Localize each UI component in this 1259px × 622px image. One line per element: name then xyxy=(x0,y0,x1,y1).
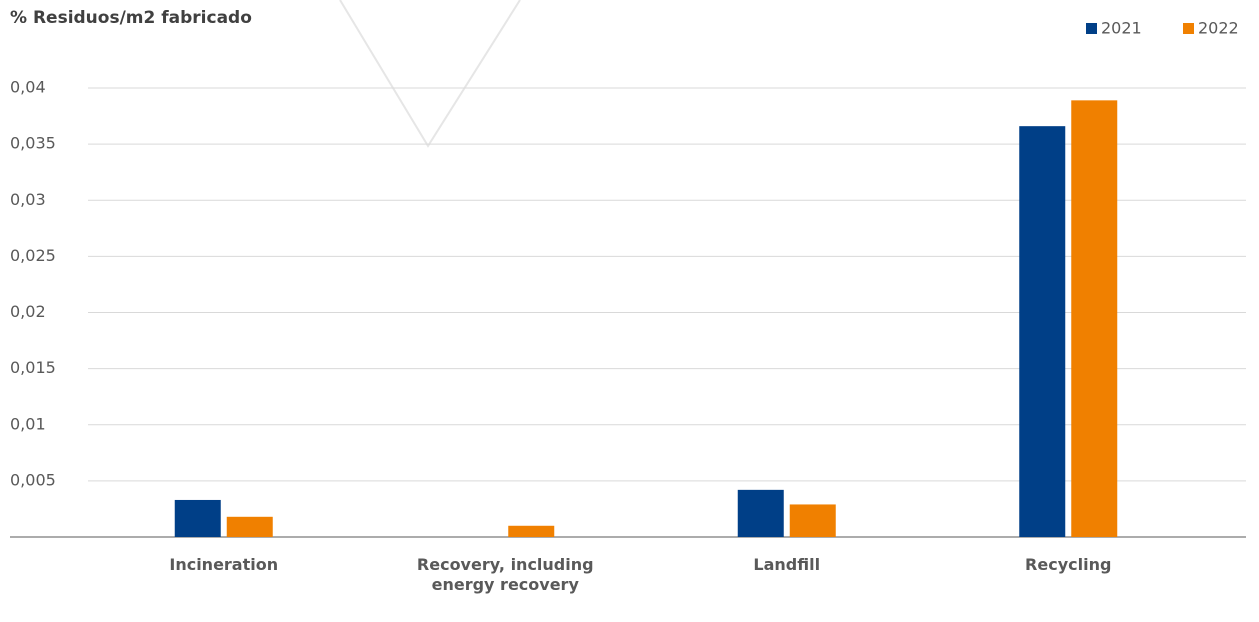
y-tick-label: 0,04 xyxy=(10,78,46,97)
bar xyxy=(1071,100,1118,537)
y-tick-label: 0,03 xyxy=(10,190,46,209)
legend-label: 2021 xyxy=(1101,19,1142,38)
chart-title: % Residuos/m2 fabricado xyxy=(10,8,252,28)
x-tick-label-box: Incineration xyxy=(169,555,279,574)
legend-swatch xyxy=(1183,23,1194,34)
bar xyxy=(789,504,836,537)
x-tick-label: Incineration xyxy=(169,555,279,574)
legend-label: 2022 xyxy=(1198,19,1239,38)
bar xyxy=(737,489,784,537)
y-tick-label: 0,015 xyxy=(10,358,56,377)
bar xyxy=(508,525,555,537)
bar xyxy=(174,499,221,537)
y-tick-label: 0,005 xyxy=(10,470,56,489)
x-tick-label-box: Landfill xyxy=(753,555,821,574)
decoration xyxy=(339,0,521,148)
bar xyxy=(226,516,273,537)
x-tick-label-box: Recycling xyxy=(1025,555,1112,574)
y-tick-label: 0,01 xyxy=(10,414,46,433)
y-tick-label: 0,025 xyxy=(10,246,56,265)
x-tick-label: Recycling xyxy=(1025,555,1112,574)
y-tick-label: 0,035 xyxy=(10,134,56,153)
legend-swatch xyxy=(1086,23,1097,34)
y-tick-label: 0,02 xyxy=(10,302,46,321)
bar xyxy=(1019,126,1066,537)
x-tick-label-box: Recovery, including energy recovery xyxy=(416,555,594,594)
x-tick-label: Recovery, including energy recovery xyxy=(416,555,594,594)
x-tick-label: Landfill xyxy=(753,555,821,574)
